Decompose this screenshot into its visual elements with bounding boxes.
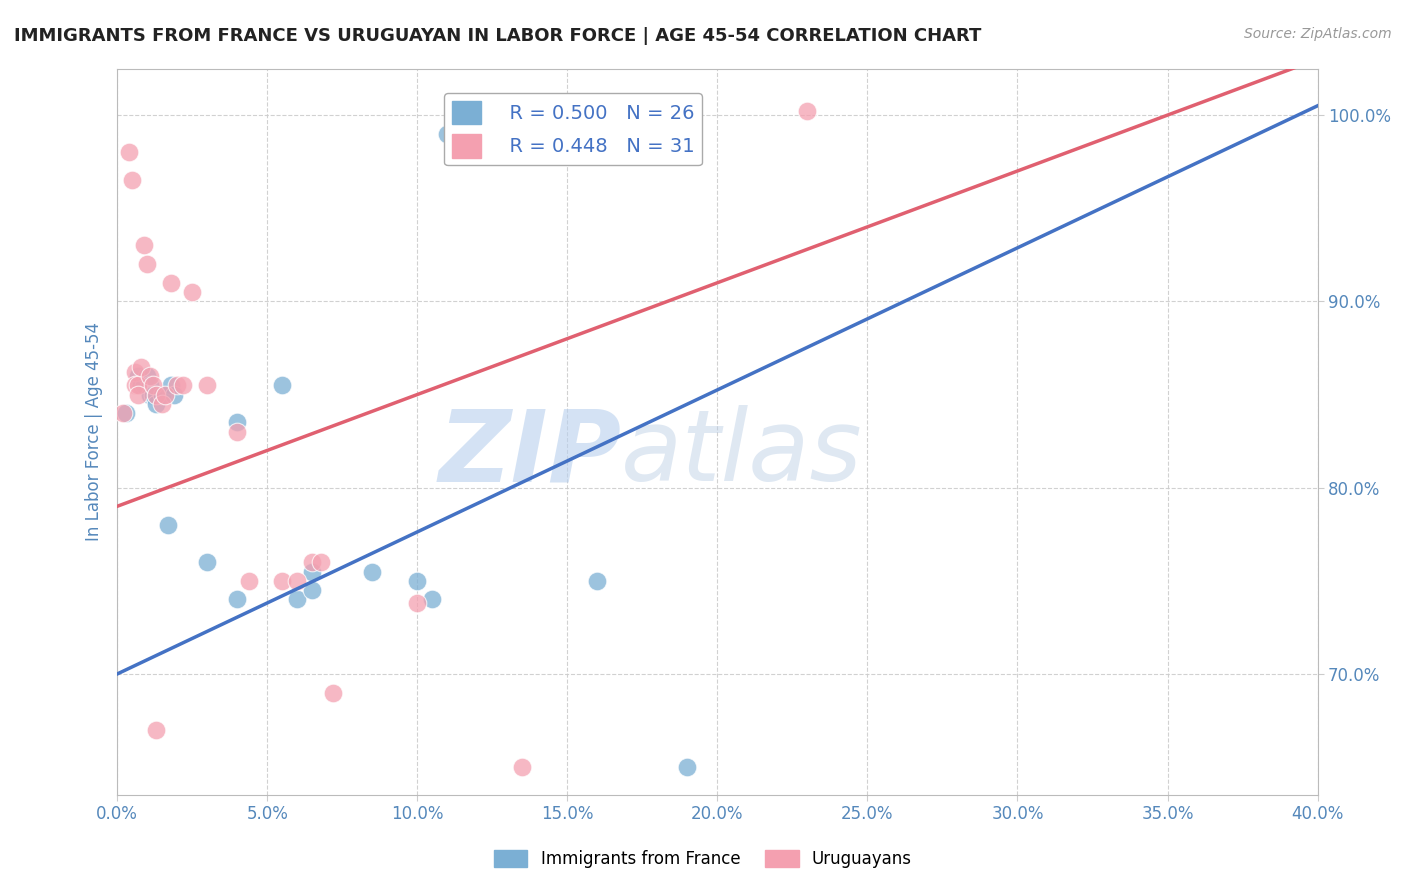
Point [150,397,173,411]
Point [160,378,183,392]
Point [139,387,162,401]
Point [160,276,183,290]
Point [195,378,218,392]
Point [301,555,323,569]
Point [271,378,294,392]
Text: Source: ZipAtlas.com: Source: ZipAtlas.com [1244,27,1392,41]
Point [676,760,699,774]
Point [301,565,323,579]
Point [406,596,429,610]
Point [238,574,260,588]
Point [127,378,149,392]
Point [145,387,167,401]
Point [129,359,152,374]
Point [361,565,384,579]
Point [285,592,308,607]
Point [309,555,332,569]
Point [510,760,533,774]
Point [420,592,443,607]
Point [150,387,173,401]
Point [226,592,249,607]
Point [226,425,249,439]
Point [181,285,204,299]
Legend: Immigrants from France, Uruguayans: Immigrants from France, Uruguayans [488,843,918,875]
Point [163,387,186,401]
Point [136,257,159,271]
Point [121,173,143,187]
Point [406,574,429,588]
Point [134,378,156,392]
Point [157,517,180,532]
Point [436,127,458,141]
Point [301,583,323,598]
Point [153,387,176,401]
Point [271,574,294,588]
Text: ZIP: ZIP [439,405,621,502]
Text: atlas: atlas [621,405,863,502]
Point [195,555,218,569]
Point [285,574,308,588]
Point [127,387,149,401]
Point [142,387,165,401]
Point [142,378,165,392]
Point [136,368,159,383]
Point [139,368,162,383]
Text: IMMIGRANTS FROM FRANCE VS URUGUAYAN IN LABOR FORCE | AGE 45-54 CORRELATION CHART: IMMIGRANTS FROM FRANCE VS URUGUAYAN IN L… [14,27,981,45]
Point [124,378,146,392]
Point [586,574,609,588]
Point [226,416,249,430]
Point [796,104,818,119]
Point [322,685,344,699]
Point [134,238,156,252]
Point [166,378,188,392]
Y-axis label: In Labor Force | Age 45-54: In Labor Force | Age 45-54 [86,322,103,541]
Legend:   R = 0.500   N = 26,   R = 0.448   N = 31: R = 0.500 N = 26, R = 0.448 N = 31 [444,93,702,166]
Point [118,145,141,160]
Point [112,406,135,420]
Point [172,378,194,392]
Point [127,368,149,383]
Point [145,397,167,411]
Point [115,406,138,420]
Point [124,365,146,379]
Point [129,378,152,392]
Point [139,378,162,392]
Point [145,723,167,737]
